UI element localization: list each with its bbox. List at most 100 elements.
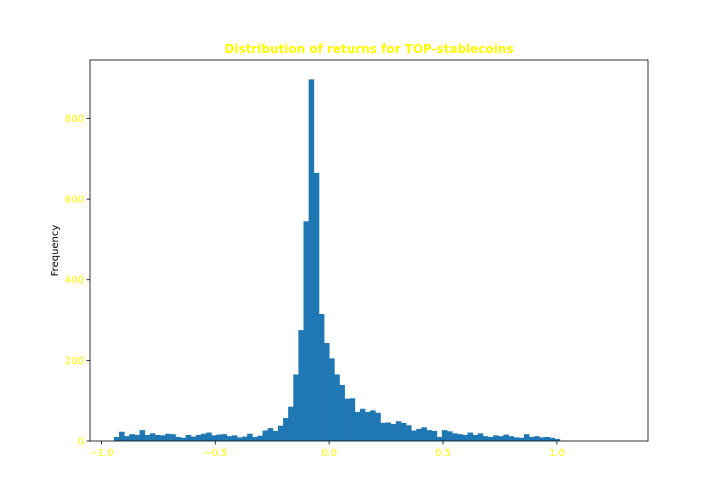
chart-title: Distribution of returns for TOP-stableco… — [224, 42, 513, 56]
histogram-bar — [406, 425, 412, 441]
histogram-bar — [206, 432, 212, 441]
histogram-bar — [226, 436, 233, 441]
y-tick-label: 0 — [78, 437, 84, 448]
histogram-bar — [441, 430, 448, 441]
histogram-bar — [113, 436, 120, 441]
histogram-bar — [221, 434, 228, 441]
histogram-bar — [124, 436, 130, 441]
histogram-bar — [272, 430, 279, 441]
y-axis-label: Frequency — [50, 225, 61, 277]
histogram-bar — [544, 436, 550, 441]
histogram-bar — [329, 358, 335, 441]
x-tick-label: 0.5 — [435, 448, 451, 459]
histogram-bar — [242, 436, 248, 441]
histogram-bar — [488, 436, 494, 441]
histogram-bar — [283, 418, 289, 441]
y-tick-label: 400 — [65, 275, 84, 286]
histogram-bar — [477, 433, 484, 441]
histogram-bar — [267, 428, 274, 441]
histogram-bar — [175, 436, 181, 441]
histogram-bar — [180, 437, 187, 441]
x-axis: −1.0 −0.5 0.0 0.5 1.0 — [89, 441, 565, 459]
histogram-bar — [436, 436, 443, 441]
histogram-bar — [534, 436, 540, 441]
histogram-bar — [375, 412, 381, 441]
histogram-bar — [400, 422, 407, 441]
histogram-bar — [472, 434, 479, 441]
histogram-bar — [349, 398, 356, 441]
histogram-bar — [447, 431, 453, 441]
histogram-bar — [293, 374, 299, 441]
histogram-bar — [318, 314, 325, 441]
histogram-bar — [252, 436, 258, 441]
bars-group — [113, 79, 561, 441]
histogram-bar — [160, 435, 166, 441]
histogram-bar — [149, 433, 156, 441]
x-tick-label: −1.0 — [89, 448, 113, 459]
histogram-bar — [211, 435, 217, 441]
histogram-bar — [493, 435, 499, 441]
histogram-bar — [231, 435, 238, 441]
histogram-bar — [385, 422, 392, 441]
histogram-bar — [195, 434, 202, 441]
histogram-bar — [154, 434, 161, 441]
histogram-bar — [257, 435, 263, 441]
histogram-bar — [216, 434, 222, 441]
histogram-bar — [395, 421, 402, 441]
histogram-bar — [129, 434, 135, 441]
x-tick-label: −0.5 — [203, 448, 227, 459]
histogram-bar — [334, 374, 340, 441]
histogram-bar — [262, 430, 269, 441]
histogram-bar — [370, 410, 376, 441]
plot-frame — [89, 59, 649, 442]
x-tick-label: 0.0 — [321, 448, 337, 459]
histogram-bar — [165, 433, 171, 441]
histogram-bar — [144, 434, 151, 441]
histogram-bar — [134, 434, 140, 441]
histogram-bar — [421, 427, 427, 441]
y-tick-label: 800 — [65, 114, 84, 125]
y-tick-label: 200 — [65, 356, 84, 367]
histogram-bar — [303, 221, 310, 441]
histogram-bar — [549, 437, 556, 441]
histogram-bar — [339, 384, 345, 441]
histogram-bar — [288, 406, 294, 441]
histogram-bar — [416, 428, 422, 441]
histogram-bar — [365, 411, 371, 441]
histogram-bar — [508, 436, 515, 441]
histogram-bar — [170, 434, 176, 441]
histogram-bar — [119, 431, 125, 441]
histogram-bar — [498, 436, 504, 441]
histogram-bar — [411, 430, 417, 441]
histogram-bar — [359, 408, 366, 441]
x-tick-label: 1.0 — [549, 448, 565, 459]
histogram-bar — [354, 411, 361, 441]
histogram-bar — [380, 422, 386, 441]
histogram-bar — [201, 433, 207, 441]
histogram-bar — [539, 437, 545, 441]
y-tick-label: 600 — [65, 195, 84, 206]
histogram-bar — [518, 437, 525, 441]
histogram-bar — [528, 436, 535, 441]
histogram-bar — [467, 432, 474, 441]
histogram-bar — [390, 424, 397, 441]
histogram-bar — [236, 437, 243, 441]
histogram-bar — [426, 430, 433, 441]
histogram-bar — [277, 425, 284, 441]
histogram-bar — [503, 434, 509, 441]
histogram-bar — [482, 436, 489, 441]
histogram-bar — [190, 436, 197, 441]
histogram-bar — [452, 433, 458, 441]
histogram-bar — [308, 79, 315, 441]
histogram-bar — [554, 438, 561, 441]
histogram-bar — [185, 434, 192, 441]
histogram-bar — [344, 398, 351, 441]
histogram-bar — [457, 434, 463, 441]
histogram-bar — [513, 437, 520, 441]
histogram-bar — [247, 433, 253, 441]
histogram-bar — [324, 343, 330, 441]
histogram-bar — [139, 430, 146, 441]
histogram-bar — [298, 330, 304, 441]
y-axis: 0 200 400 600 800 — [65, 114, 90, 448]
histogram-bar — [431, 430, 438, 441]
